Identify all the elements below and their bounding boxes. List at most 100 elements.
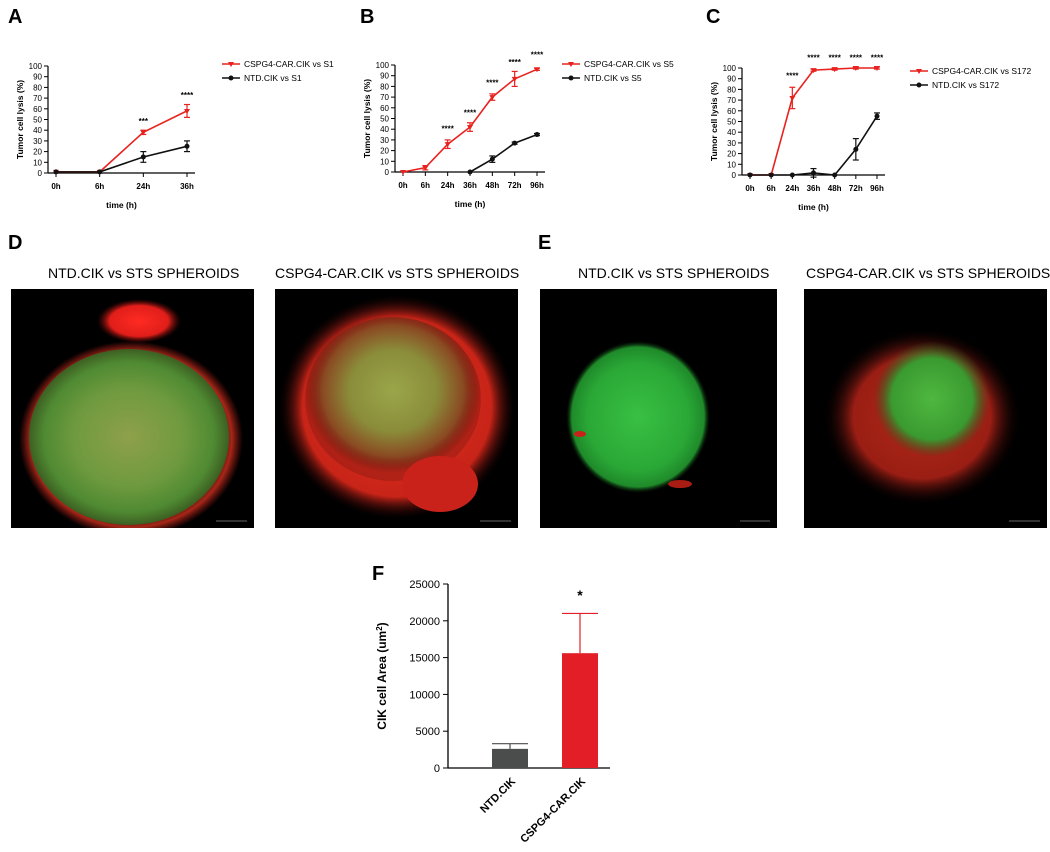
panel-letter-b: B bbox=[360, 6, 375, 28]
data-point-marker bbox=[789, 95, 796, 101]
y-tick-label: 10 bbox=[33, 158, 42, 167]
data-point-marker bbox=[400, 170, 406, 175]
cik-area-bar-chart: 0 5000 10000 15000 20000 25000 NTD.CIK CSPG4-CA… bbox=[375, 579, 610, 846]
significance-annotation: **** bbox=[508, 58, 521, 67]
panel-letter-f: F bbox=[372, 563, 385, 585]
data-point-marker bbox=[831, 67, 838, 73]
data-point-marker bbox=[140, 130, 147, 136]
x-tick-label: 48h bbox=[828, 184, 842, 193]
data-point-marker bbox=[53, 169, 59, 175]
x-tick-label: 96h bbox=[530, 181, 544, 190]
y-tick-label: 25000 bbox=[409, 579, 440, 591]
y-tick-label: 15000 bbox=[409, 653, 440, 665]
panel-letter-e: E bbox=[538, 232, 552, 254]
x-tick-label: NTD.CIK bbox=[478, 776, 518, 816]
y-tick-label: 50 bbox=[380, 115, 389, 124]
data-point-marker bbox=[511, 76, 518, 82]
y-tick-label: 100 bbox=[376, 61, 390, 70]
data-point-marker bbox=[489, 156, 495, 162]
significance-annotation: **** bbox=[807, 54, 820, 63]
data-point-marker bbox=[489, 95, 496, 101]
data-point-marker bbox=[184, 143, 190, 149]
significance-annotation: *** bbox=[139, 117, 149, 126]
legend-label: CSPG4-CAR.CIK vs S1 bbox=[244, 59, 334, 69]
y-tick-label: 10 bbox=[727, 160, 736, 169]
y-tick-label: 0 bbox=[732, 171, 737, 180]
data-point-marker bbox=[874, 66, 880, 71]
x-tick-label: 36h bbox=[807, 184, 821, 193]
panel-letter-d: D bbox=[8, 232, 23, 254]
panel-letter-c: C bbox=[706, 6, 721, 28]
y-tick-label: 30 bbox=[727, 139, 736, 148]
y-axis-title-end: ) bbox=[375, 622, 389, 626]
legend-swatch-marker bbox=[916, 82, 922, 88]
data-point-marker bbox=[512, 140, 518, 146]
x-tick-label: 24h bbox=[441, 181, 455, 190]
data-point-marker bbox=[467, 125, 473, 131]
y-axis-title: Tumor cell lysis (%) bbox=[15, 80, 25, 159]
y-axis-title: Tumor cell lysis (%) bbox=[709, 82, 719, 161]
series-line-0 bbox=[402, 68, 538, 173]
x-tick-label: 0h bbox=[398, 181, 407, 190]
y-tick-label: 80 bbox=[380, 82, 389, 91]
spheroid-title-d-ntd: NTD.CIK vs STS SPHEROIDS bbox=[48, 265, 240, 281]
spheroid-title-e-ntd: NTD.CIK vs STS SPHEROIDS bbox=[578, 265, 770, 281]
y-tick-label: 50 bbox=[33, 116, 42, 125]
x-tick-label: 0h bbox=[51, 182, 60, 191]
data-point-marker bbox=[852, 66, 859, 71]
spheroid-image-d-car bbox=[275, 289, 518, 528]
x-axis-title: time (h) bbox=[106, 200, 137, 210]
data-point-marker bbox=[810, 68, 817, 74]
data-point-marker bbox=[467, 169, 473, 175]
x-axis-title: time (h) bbox=[798, 202, 829, 212]
x-tick-label: 72h bbox=[508, 181, 522, 190]
y-tick-label: 90 bbox=[33, 73, 42, 82]
y-tick-label: 10 bbox=[380, 157, 389, 166]
y-tick-label: 30 bbox=[33, 137, 42, 146]
y-tick-label: 40 bbox=[380, 125, 389, 134]
y-tick-label: 80 bbox=[727, 85, 736, 94]
x-tick-label: 6h bbox=[421, 181, 430, 190]
y-axis-title: CIK cell Area (um2) bbox=[375, 622, 389, 729]
y-tick-label: 0 bbox=[434, 763, 440, 775]
x-tick-label: 6h bbox=[766, 184, 775, 193]
y-tick-label: 60 bbox=[33, 105, 42, 114]
legend-label: CSPG4-CAR.CIK vs S172 bbox=[932, 66, 1031, 76]
legend-label: NTD.CIK vs S172 bbox=[932, 80, 999, 90]
y-axis-title-main: CIK cell Area (um bbox=[375, 631, 389, 730]
legend-label: CSPG4-CAR.CIK vs S5 bbox=[584, 59, 674, 69]
spheroid-image-e-car bbox=[804, 289, 1047, 528]
y-tick-label: 40 bbox=[727, 128, 736, 137]
data-point-marker bbox=[422, 165, 429, 171]
significance-annotation: **** bbox=[441, 124, 454, 133]
bar-ntd-cik bbox=[492, 748, 528, 768]
x-axis-title: time (h) bbox=[455, 199, 486, 209]
legend-swatch-marker bbox=[916, 69, 922, 74]
panel-letter-a: A bbox=[8, 6, 23, 28]
spheroid-title-e-car: CSPG4-CAR.CIK vs STS SPHEROIDS bbox=[806, 265, 1050, 281]
x-tick-label: CSPG4-CAR.CIK bbox=[518, 776, 588, 846]
data-point-marker bbox=[534, 67, 540, 73]
series-line-0 bbox=[750, 67, 877, 176]
y-tick-label: 40 bbox=[33, 126, 42, 135]
series-line-1 bbox=[56, 145, 188, 173]
y-axis-title: Tumor cell lysis (%) bbox=[362, 79, 372, 158]
x-tick-label: 24h bbox=[785, 184, 799, 193]
legend-swatch-marker bbox=[228, 75, 234, 81]
data-point-marker bbox=[768, 172, 774, 178]
x-tick-label: 24h bbox=[136, 182, 150, 191]
y-tick-label: 5000 bbox=[416, 726, 440, 738]
significance-annotation: **** bbox=[531, 51, 544, 60]
significance-annotation: **** bbox=[786, 72, 799, 81]
legend-swatch-marker bbox=[228, 62, 234, 67]
y-tick-label: 50 bbox=[727, 118, 736, 127]
x-tick-label: 96h bbox=[870, 184, 884, 193]
y-tick-label: 20000 bbox=[409, 616, 440, 628]
data-point-marker bbox=[444, 142, 451, 148]
y-tick-label: 90 bbox=[380, 72, 389, 81]
data-point-marker bbox=[97, 169, 103, 175]
significance-annotation: **** bbox=[464, 108, 477, 117]
significance-annotation: **** bbox=[828, 54, 841, 63]
spheroid-image-e-ntd bbox=[540, 289, 777, 528]
